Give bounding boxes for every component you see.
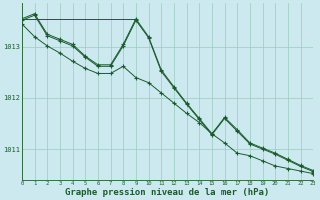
X-axis label: Graphe pression niveau de la mer (hPa): Graphe pression niveau de la mer (hPa) [66, 188, 270, 197]
